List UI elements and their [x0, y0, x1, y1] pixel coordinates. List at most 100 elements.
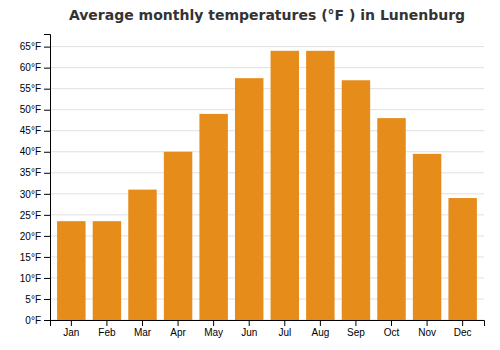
tick: 35°F	[20, 167, 50, 178]
tick-label: 10°F	[20, 273, 41, 284]
bars	[57, 51, 477, 320]
tick-label: 0°F	[25, 315, 41, 326]
tick: 55°F	[20, 83, 50, 94]
tick-label: Aug	[311, 327, 329, 338]
tick: 60°F	[20, 62, 50, 73]
tick: 65°F	[20, 41, 50, 52]
chart: 0°F 5°F 10°F 15°F 20°F 25°F 30°F 35°F 40°F 45°F 50…	[0, 0, 500, 350]
tick-mark	[44, 110, 50, 111]
tick-label: 15°F	[20, 252, 41, 263]
tick: Mar	[134, 320, 152, 338]
bar	[413, 154, 441, 320]
tick-label: 25°F	[20, 210, 41, 221]
tick: 30°F	[20, 189, 50, 200]
tick: 25°F	[20, 210, 50, 221]
tick-label: 30°F	[20, 189, 41, 200]
tick-mark	[44, 257, 50, 258]
tick: 0°F	[25, 315, 50, 326]
tick-mark	[284, 320, 285, 326]
grid-line	[50, 109, 484, 110]
axis-domain	[44, 35, 51, 321]
tick: Sep	[347, 320, 365, 338]
grid-line	[50, 67, 484, 68]
bar	[128, 190, 156, 320]
tick: Oct	[384, 320, 400, 338]
tick: Aug	[311, 320, 329, 338]
tick: Nov	[418, 320, 436, 338]
tick-mark	[213, 320, 214, 326]
tick-label: 55°F	[20, 83, 41, 94]
tick-mark	[249, 320, 250, 326]
tick-mark	[44, 320, 50, 321]
tick-mark	[320, 320, 321, 326]
tick-mark	[44, 236, 50, 237]
bar	[164, 152, 192, 320]
tick-mark	[44, 89, 50, 90]
tick: Jan	[63, 320, 79, 338]
bar	[271, 51, 299, 320]
tick-mark	[142, 320, 143, 326]
tick-label: Sep	[347, 327, 365, 338]
tick: Jun	[241, 320, 257, 338]
tick-mark	[44, 68, 50, 69]
tick-mark	[355, 320, 356, 326]
bar	[235, 78, 263, 320]
tick-label: Jul	[278, 327, 291, 338]
tick-label: 45°F	[20, 125, 41, 136]
tick-label: Feb	[98, 327, 116, 338]
tick-mark	[44, 173, 50, 174]
tick: 20°F	[20, 231, 50, 242]
tick: 40°F	[20, 146, 50, 157]
x-axis: Jan Feb Mar Apr May Jun Jul Aug Sep Oct Nov Dec	[51, 320, 485, 338]
grid-line	[50, 151, 484, 152]
tick: Jul	[278, 320, 291, 338]
tick: 5°F	[25, 294, 50, 305]
tick-mark	[427, 320, 428, 326]
tick-label: 60°F	[20, 62, 41, 73]
tick-label: 40°F	[20, 146, 41, 157]
title: Average monthly temperatures (°F ) in Lu…	[69, 7, 465, 23]
y-axis: 0°F 5°F 10°F 15°F 20°F 25°F 30°F 35°F 40°F 45°F 50…	[20, 35, 51, 326]
tick-label: 50°F	[20, 104, 41, 115]
grid-line	[50, 88, 484, 89]
tick-label: 20°F	[20, 231, 41, 242]
tick-mark	[391, 320, 392, 326]
bar	[199, 114, 227, 320]
tick-label: Nov	[418, 327, 436, 338]
bar	[377, 118, 405, 320]
tick-label: 35°F	[20, 167, 41, 178]
tick: 10°F	[20, 273, 50, 284]
tick: 15°F	[20, 252, 50, 263]
tick-mark	[178, 320, 179, 326]
tick-mark	[44, 47, 50, 48]
tick-mark	[462, 320, 463, 326]
grid-line	[50, 46, 484, 47]
tick-label: Dec	[454, 327, 472, 338]
tick: May	[204, 320, 223, 338]
tick-mark	[44, 215, 50, 216]
tick-label: Apr	[170, 327, 186, 338]
bar	[448, 198, 476, 320]
axis-domain	[51, 321, 485, 327]
plot: 0°F 5°F 10°F 15°F 20°F 25°F 30°F 35°F 40°F 45°F 50…	[20, 35, 485, 339]
tick-mark	[71, 320, 72, 326]
bar	[306, 51, 334, 320]
tick-label: Mar	[134, 327, 152, 338]
tick-label: Jan	[63, 327, 79, 338]
tick-mark	[44, 278, 50, 279]
tick: 45°F	[20, 125, 50, 136]
tick-mark	[44, 194, 50, 195]
tick: Feb	[98, 320, 116, 338]
bar	[93, 221, 121, 320]
tick-mark	[44, 299, 50, 300]
tick-mark	[44, 152, 50, 153]
tick: 50°F	[20, 104, 50, 115]
bar	[57, 221, 85, 320]
tick-mark	[106, 320, 107, 326]
tick-mark	[44, 131, 50, 132]
grid-line	[50, 130, 484, 131]
tick-label: 5°F	[25, 294, 41, 305]
bar	[342, 80, 370, 320]
tick: Apr	[170, 320, 186, 338]
tick-label: Oct	[384, 327, 400, 338]
